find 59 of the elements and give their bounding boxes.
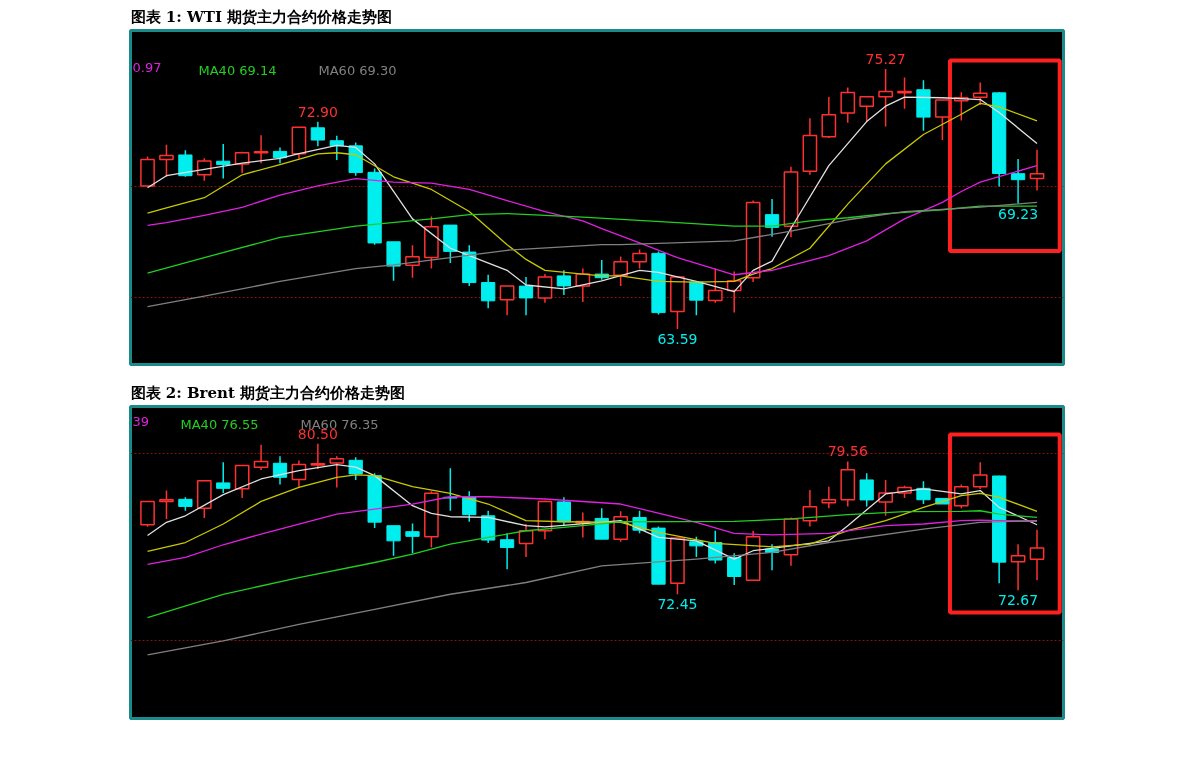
candlestick <box>613 255 629 287</box>
candlestick <box>764 198 780 238</box>
candlestick <box>329 455 345 489</box>
chart-title: 图表 1: WTI 期货主力合约价格走势图 <box>130 7 393 26</box>
candlestick <box>727 552 742 586</box>
candlestick <box>821 485 837 510</box>
candlestick <box>310 443 326 470</box>
text: 39 <box>132 413 150 429</box>
candlestick <box>518 276 534 317</box>
candlestick <box>878 68 893 128</box>
text: 0.97 <box>132 59 162 75</box>
annotation: 72.67 <box>998 592 1039 609</box>
annotation: 79.56 <box>827 443 868 460</box>
candlestick <box>859 95 875 123</box>
candlestick <box>272 455 288 486</box>
candlestick <box>253 444 269 471</box>
annotation: 75.27 <box>865 51 906 68</box>
candlestick <box>462 490 477 523</box>
candlestick <box>689 535 704 558</box>
candlestick <box>972 81 988 106</box>
candlestick <box>689 280 704 317</box>
annotation: 72.45 <box>657 596 698 613</box>
candlestick <box>234 464 250 499</box>
text: MA60 69.30 <box>318 62 397 78</box>
candlestick <box>178 149 193 178</box>
candlestick <box>159 143 174 178</box>
candlestick <box>821 96 837 139</box>
annotation: 63.59 <box>657 331 698 348</box>
candlestick <box>405 522 420 554</box>
candlestick <box>537 273 553 304</box>
candlestick <box>499 285 515 317</box>
candlestick <box>935 99 950 141</box>
candlestick <box>859 472 874 508</box>
candlestick <box>972 461 988 490</box>
annotation: 72.90 <box>297 103 338 120</box>
candlestick <box>1010 543 1026 591</box>
candlestick <box>840 86 856 124</box>
candlestick <box>216 143 231 180</box>
text: MA40 76.55 <box>180 416 259 432</box>
candlestick <box>1029 529 1045 581</box>
candlestick <box>348 456 363 481</box>
candlestick <box>916 480 931 505</box>
candlestick <box>1010 158 1026 205</box>
candlestick <box>556 496 572 527</box>
candlestick <box>159 489 174 520</box>
candlestick <box>707 267 723 304</box>
candlestick <box>481 274 496 309</box>
text: MA40 69.14 <box>198 62 277 78</box>
candlestick <box>632 248 647 270</box>
candlestick <box>140 500 155 528</box>
candlestick <box>310 121 325 148</box>
annotation: 69.23 <box>998 205 1039 222</box>
candlestick <box>386 524 401 557</box>
chart-title: 图表 2: Brent 期货主力合约价格走势图 <box>130 383 406 402</box>
candlestick <box>556 269 572 296</box>
candlestick <box>1029 149 1045 192</box>
candlestick <box>897 76 912 110</box>
candlestick <box>216 461 231 494</box>
candlestick <box>499 532 515 570</box>
